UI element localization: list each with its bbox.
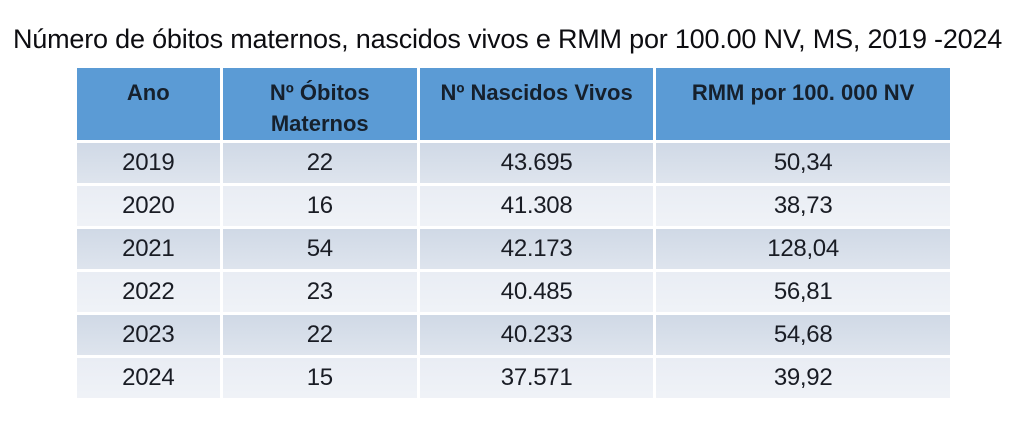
table-cell: 2022 <box>77 272 220 312</box>
table-cell: 2019 <box>77 143 220 183</box>
table-cell: 22 <box>222 143 417 183</box>
table-row: 2023 22 40.233 54,68 <box>77 315 950 355</box>
table-cell: 38,73 <box>656 186 950 226</box>
table-cell: 54 <box>222 229 417 269</box>
table-row: 2021 54 42.173 128,04 <box>77 229 950 269</box>
table-cell: 2021 <box>77 229 220 269</box>
table-cell: 16 <box>222 186 417 226</box>
table-cell: 42.173 <box>419 229 654 269</box>
table-cell: 128,04 <box>656 229 950 269</box>
table-cell: 22 <box>222 315 417 355</box>
table-cell: 15 <box>222 358 417 398</box>
table-row: 2019 22 43.695 50,34 <box>77 143 950 183</box>
table-cell: 43.695 <box>419 143 654 183</box>
page-title: Número de óbitos maternos, nascidos vivo… <box>13 24 1003 54</box>
header-cell: Nº Nascidos Vivos <box>419 68 654 140</box>
header-cell: RMM por 100. 000 NV <box>656 68 950 140</box>
table-cell: 39,92 <box>656 358 950 398</box>
maternal-mortality-table: Ano Nº Óbitos Maternos Nº Nascidos Vivos RM… <box>74 65 953 401</box>
table-cell: 56,81 <box>656 272 950 312</box>
data-table-container: Ano Nº Óbitos Maternos Nº Nascidos Vivos RM… <box>74 65 953 401</box>
table-cell: 41.308 <box>419 186 654 226</box>
table-cell: 40.485 <box>419 272 654 312</box>
table-cell: 2024 <box>77 358 220 398</box>
table-cell: 50,34 <box>656 143 950 183</box>
table-row: 2022 23 40.485 56,81 <box>77 272 950 312</box>
header-cell: Ano <box>77 68 220 140</box>
table-cell: 54,68 <box>656 315 950 355</box>
table-cell: 37.571 <box>419 358 654 398</box>
table-cell: 2023 <box>77 315 220 355</box>
table-cell: 2020 <box>77 186 220 226</box>
header-cell: Nº Óbitos Maternos <box>222 68 417 140</box>
table-row: 2024 15 37.571 39,92 <box>77 358 950 398</box>
table-header-row: Ano Nº Óbitos Maternos Nº Nascidos Vivos RM… <box>77 68 950 140</box>
table-cell: 40.233 <box>419 315 654 355</box>
table-row: 2020 16 41.308 38,73 <box>77 186 950 226</box>
table-cell: 23 <box>222 272 417 312</box>
